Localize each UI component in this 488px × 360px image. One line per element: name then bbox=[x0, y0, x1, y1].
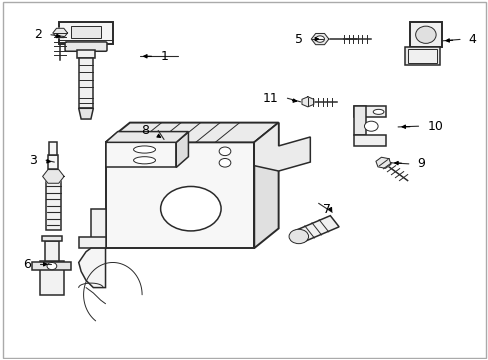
Text: 1: 1 bbox=[161, 50, 168, 63]
Polygon shape bbox=[91, 209, 105, 248]
Ellipse shape bbox=[133, 157, 155, 164]
Polygon shape bbox=[302, 97, 313, 107]
Polygon shape bbox=[42, 170, 64, 183]
Polygon shape bbox=[254, 123, 278, 248]
Text: 3: 3 bbox=[29, 154, 37, 167]
Polygon shape bbox=[79, 108, 93, 119]
Polygon shape bbox=[79, 58, 93, 108]
Polygon shape bbox=[77, 50, 95, 58]
Polygon shape bbox=[294, 216, 338, 242]
Polygon shape bbox=[79, 237, 105, 248]
Text: 8: 8 bbox=[141, 124, 149, 137]
Polygon shape bbox=[176, 132, 188, 167]
Polygon shape bbox=[409, 22, 441, 47]
FancyBboxPatch shape bbox=[65, 42, 107, 51]
Polygon shape bbox=[311, 33, 328, 45]
Polygon shape bbox=[48, 155, 58, 168]
Polygon shape bbox=[42, 235, 61, 241]
Polygon shape bbox=[105, 142, 254, 248]
Polygon shape bbox=[353, 107, 385, 117]
Ellipse shape bbox=[372, 109, 383, 114]
Circle shape bbox=[160, 186, 221, 231]
Polygon shape bbox=[105, 142, 176, 167]
Polygon shape bbox=[105, 123, 278, 142]
Circle shape bbox=[219, 147, 230, 156]
Circle shape bbox=[364, 121, 377, 131]
Text: 11: 11 bbox=[263, 92, 278, 105]
Text: 10: 10 bbox=[427, 120, 442, 133]
Text: 5: 5 bbox=[294, 32, 303, 46]
Circle shape bbox=[315, 36, 324, 42]
Polygon shape bbox=[49, 142, 57, 155]
Polygon shape bbox=[32, 262, 71, 270]
Polygon shape bbox=[405, 47, 439, 65]
Polygon shape bbox=[59, 22, 113, 44]
Polygon shape bbox=[45, 180, 61, 230]
Polygon shape bbox=[254, 123, 310, 171]
Circle shape bbox=[47, 262, 57, 270]
Text: 6: 6 bbox=[23, 258, 31, 271]
Text: 2: 2 bbox=[34, 28, 42, 41]
Circle shape bbox=[288, 229, 308, 244]
Polygon shape bbox=[53, 28, 67, 38]
Polygon shape bbox=[353, 135, 385, 146]
Polygon shape bbox=[79, 248, 105, 288]
Polygon shape bbox=[407, 49, 436, 63]
Text: 4: 4 bbox=[468, 33, 476, 46]
Circle shape bbox=[219, 158, 230, 167]
Ellipse shape bbox=[415, 26, 435, 43]
Ellipse shape bbox=[133, 146, 155, 153]
Polygon shape bbox=[45, 241, 59, 261]
Polygon shape bbox=[40, 261, 64, 295]
Polygon shape bbox=[375, 157, 390, 168]
Polygon shape bbox=[353, 107, 366, 135]
Text: 7: 7 bbox=[323, 203, 331, 216]
Polygon shape bbox=[105, 132, 188, 142]
Text: 9: 9 bbox=[417, 157, 425, 170]
Polygon shape bbox=[71, 26, 101, 39]
